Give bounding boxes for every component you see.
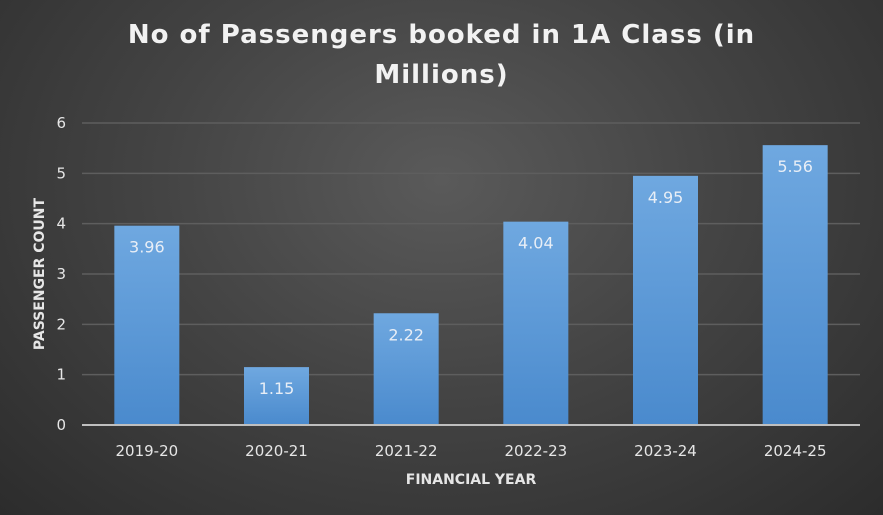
- y-tick-label: 0: [56, 416, 66, 434]
- y-tick-label: 2: [56, 315, 66, 333]
- data-label: 4.04: [518, 234, 554, 253]
- chart-title-line-1: No of Passengers booked in 1A Class (in: [127, 20, 756, 50]
- bar-2024-25: [762, 145, 828, 425]
- data-label: 4.95: [648, 188, 684, 207]
- data-label: 2.22: [388, 325, 424, 344]
- data-label: 3.96: [129, 238, 165, 257]
- bar-2019-20: [114, 225, 180, 425]
- bar-2021-22: [373, 313, 439, 425]
- x-tick-label: 2021-22: [375, 442, 438, 460]
- data-label: 5.56: [777, 157, 813, 176]
- x-tick-label: 2019-20: [115, 442, 178, 460]
- bar-2023-24: [633, 175, 698, 425]
- y-tick-label: 1: [56, 366, 66, 384]
- y-tick-label: 5: [56, 164, 66, 182]
- x-tick-label: 2023-24: [634, 442, 697, 460]
- y-tick-label: 6: [56, 114, 66, 132]
- bar-2022-23: [503, 221, 569, 425]
- x-axis-title: FINANCIAL YEAR: [406, 472, 537, 488]
- data-label: 1.15: [259, 379, 295, 398]
- y-tick-label: 3: [56, 265, 66, 283]
- y-tick-label: 4: [56, 215, 66, 233]
- x-tick-label: 2022-23: [504, 442, 567, 460]
- chart-title-line-2: Millions): [374, 60, 509, 90]
- x-tick-label: 2024-25: [764, 442, 827, 460]
- y-axis-title: PASSENGER COUNT: [32, 197, 48, 350]
- bar-2020-21: [244, 367, 309, 425]
- x-tick-label: 2020-21: [245, 442, 308, 460]
